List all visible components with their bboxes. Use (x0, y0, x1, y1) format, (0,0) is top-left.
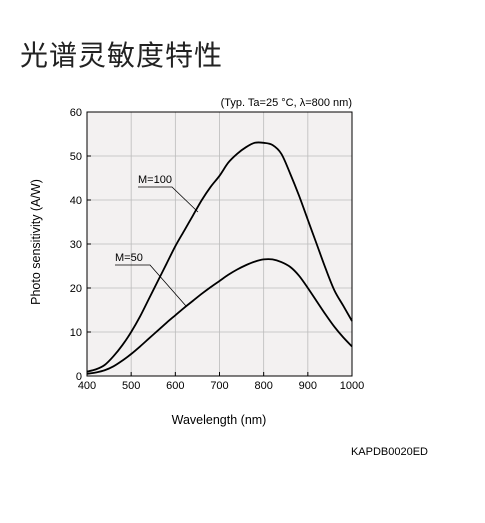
x-axis-label: Wavelength (nm) (172, 413, 267, 427)
y-tick-label: 0 (76, 371, 82, 383)
series-line-m50 (86, 258, 353, 375)
x-tick-label: 700 (210, 380, 228, 392)
y-tick-label: 20 (70, 283, 82, 295)
annotation-label-m50: M=50 (115, 252, 143, 264)
page-title: 光谱灵敏度特性 (20, 39, 224, 72)
y-tick-label: 10 (70, 327, 82, 339)
figure-code: KAPDB0020ED (351, 446, 428, 458)
y-tick-label: 60 (70, 107, 82, 119)
series-line-m100 (86, 141, 353, 373)
annotation-leader-m100 (138, 186, 199, 213)
x-tick-label: 400 (78, 380, 96, 392)
x-tick-label: 500 (122, 380, 140, 392)
annotation-leader-m50 (115, 264, 187, 307)
y-tick-label: 50 (70, 151, 82, 163)
x-tick-label: 600 (166, 380, 184, 392)
annotations: M=100 M=50 (115, 174, 199, 307)
x-tick-label: 900 (299, 380, 317, 392)
y-tick-label: 30 (70, 239, 82, 251)
x-tick-label: 1000 (340, 380, 364, 392)
x-tick-label: 800 (254, 380, 272, 392)
y-tick-label: 40 (70, 195, 82, 207)
axis-ticks: 400 500 600 700 800 900 1000 0 10 20 30 40 50 60 (70, 107, 364, 392)
chart-subtitle: (Typ. Ta=25 °C, λ=800 nm) (221, 97, 352, 109)
y-axis-label: Photo sensitivity (A/W) (29, 179, 43, 305)
annotation-label-m100: M=100 (138, 174, 172, 186)
series-lines (86, 141, 353, 375)
